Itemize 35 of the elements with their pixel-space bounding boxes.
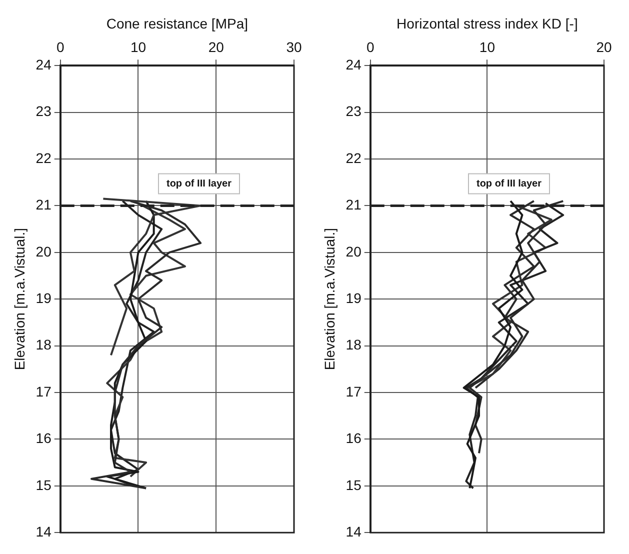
y-tick-label: 20: [346, 243, 362, 260]
ref-line-label: top of III layer: [166, 178, 232, 190]
y-tick-label: 19: [346, 290, 362, 306]
y-tick-label: 15: [36, 476, 52, 493]
y-tick-label: 21: [36, 196, 52, 213]
y-tick-label: 19: [36, 290, 52, 306]
x-tick-label: 20: [208, 39, 224, 56]
x-tick-label: 10: [479, 39, 496, 56]
y-tick-label: 23: [346, 103, 362, 120]
x-tick-label: 30: [286, 39, 302, 56]
ref-line-label: top of III layer: [476, 178, 542, 190]
y-tick-label: 15: [346, 476, 362, 493]
y-tick-label: 17: [346, 383, 362, 400]
x-tick-label: 20: [596, 39, 612, 56]
x-axis-title: Cone resistance [MPa]: [106, 15, 248, 32]
y-tick-label: 20: [36, 243, 52, 260]
y-tick-label: 18: [36, 336, 52, 353]
x-tick-label: 0: [56, 39, 64, 56]
y-tick-label: 22: [36, 150, 52, 166]
x-axis-title: Horizontal stress index KD [-]: [396, 15, 578, 32]
y-tick-label: 24: [36, 56, 52, 72]
y-tick-label: 24: [346, 56, 362, 72]
y-tick-label: 14: [36, 523, 52, 540]
y-axis-title: Elevation [m.a.Vistual.]: [321, 228, 338, 370]
y-axis-title: Elevation [m.a.Vistual.]: [11, 228, 28, 370]
y-tick-label: 21: [346, 196, 362, 213]
x-tick-label: 0: [366, 39, 374, 56]
x-tick-label: 10: [130, 39, 146, 56]
y-tick-label: 22: [346, 150, 362, 166]
y-tick-label: 16: [346, 430, 362, 446]
y-tick-label: 17: [36, 383, 52, 400]
y-tick-label: 18: [346, 336, 362, 353]
y-tick-label: 23: [36, 103, 52, 120]
y-tick-label: 14: [346, 523, 362, 540]
y-tick-label: 16: [36, 430, 52, 446]
